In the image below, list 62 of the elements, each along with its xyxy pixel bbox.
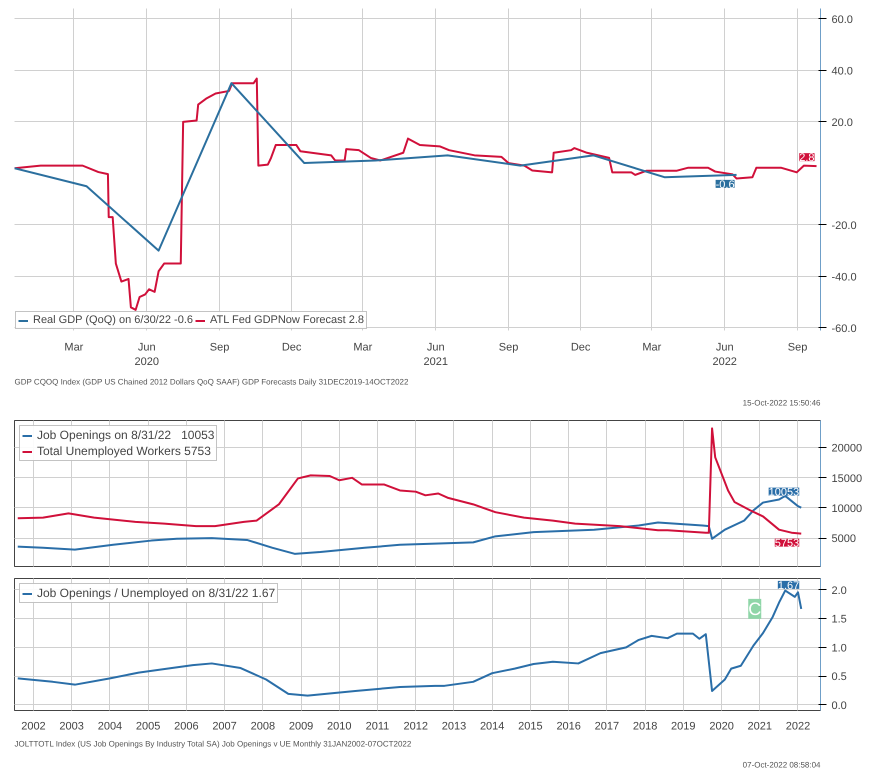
x-tick-label: 2013 [442,720,466,732]
y-tick-label: 20000 [832,442,862,455]
x-tick-label: 2007 [212,720,237,732]
x-tick-label: 2014 [480,720,504,732]
text: 15-Oct-2022 15:50:46 [742,398,822,408]
annotation: C [748,598,762,619]
text: JOLTTOTL Index (US Job Openings By Industry Total SA) Job Openings v UE Monthly 31JAN2002-07OCT2022 [14,740,412,748]
x-tick-label: 2006 [174,720,199,732]
x-tick-label: Mar [642,342,662,354]
text: GDP CQOQ Index (GDP US Chained 2012 Dollars QoQ SAAF) GDP Forecasts Daily 31DEC2019-14OCT2022 [14,378,409,386]
text: 07-Oct-2022 08:58:04 [742,760,822,770]
x-tick-label: Dec [570,342,591,354]
legend-label: Job Openings on 8/31/22 10053 [37,428,214,442]
y-tick-label: -20.0 [832,220,857,232]
x-tick-label: Dec [282,342,302,354]
x-tick-label: 2020 [709,720,734,732]
line-series [14,82,738,252]
x-tick-label: Sep [498,342,518,354]
x-tick-label: 2008 [250,720,276,732]
y-tick-label: 2.0 [832,584,847,597]
y-tick-label: -60.0 [832,322,857,335]
legend-label: ATL Fed GDPNow Forecast 2.8 [210,314,364,326]
x-tick-label: 2010 [327,720,352,732]
y-tick-label: 0.0 [832,700,847,712]
y-tick-label: 5000 [832,533,856,546]
x-tick-label: Jun 2022 [712,342,737,368]
x-tick-label: 2018 [632,720,658,732]
line-series [16,427,802,535]
x-tick-label: 2009 [288,720,314,732]
line-series [14,78,818,311]
y-tick-label: 60.0 [832,14,853,26]
x-tick-label: 2016 [556,720,581,732]
legend-label: Job Openings / Unemployed on 8/31/22 1.67 [37,586,276,600]
x-tick-label: 2021 [748,720,772,732]
x-tick-label: 2015 [518,720,543,732]
y-tick-label: 20.0 [832,116,853,129]
legend-label: Real GDP (QoQ) on 6/30/22 -0.6 [33,314,193,326]
x-tick-label: 2017 [594,720,620,732]
x-tick-label: 2005 [136,720,160,732]
legend-label: Total Unemployed Workers 5753 [37,444,211,458]
x-tick-label: Mar [353,342,373,354]
x-tick-label: Jun 2021 [423,342,448,368]
y-tick-label: 40.0 [832,65,853,78]
x-tick-label: 2003 [59,720,84,732]
x-tick-label: 2004 [98,720,122,732]
y-tick-label: 15000 [832,472,862,485]
x-tick-label: 2019 [671,720,696,732]
annotation: -0.6 [716,178,735,191]
x-tick-label: Mar [64,342,84,354]
x-tick-label: 2022 [786,720,810,732]
x-tick-label: 2011 [366,720,390,732]
y-tick-label: 10000 [832,502,862,515]
y-tick-label: 0.5 [832,671,847,684]
annotation: 1.67 [778,580,800,592]
x-tick-label: Jun 2020 [134,342,159,368]
x-tick-label: Sep [210,342,230,354]
x-tick-label: Sep [788,342,808,354]
x-tick-label: 2012 [404,720,428,732]
y-tick-label: -40.0 [832,271,857,284]
y-tick-label: 1.5 [832,614,847,626]
y-tick-label: 1.0 [832,642,847,654]
x-tick-label: 2002 [21,720,46,732]
